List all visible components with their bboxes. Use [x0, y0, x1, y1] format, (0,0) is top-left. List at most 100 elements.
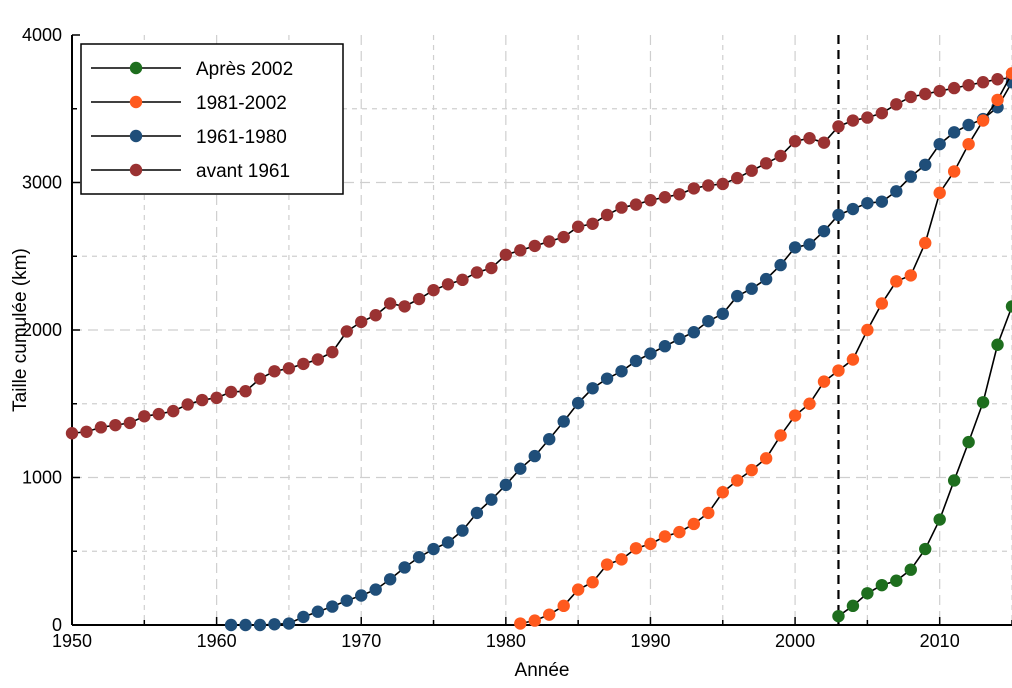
data-point — [528, 614, 541, 627]
data-point — [875, 578, 889, 592]
data-point — [557, 599, 570, 613]
data-point — [514, 462, 527, 475]
data-point — [788, 241, 802, 254]
data-point — [600, 558, 614, 571]
data-point — [65, 427, 79, 440]
data-point — [846, 353, 860, 366]
data-point — [253, 372, 267, 385]
x-tick-label: 1990 — [630, 631, 670, 651]
data-point — [759, 272, 773, 286]
legend-swatch-marker — [129, 163, 143, 177]
data-point — [731, 289, 744, 303]
data-point — [991, 338, 1004, 351]
data-point — [311, 353, 325, 366]
data-point — [832, 208, 845, 222]
data-point — [759, 157, 773, 170]
data-point — [687, 517, 701, 531]
data-point — [745, 282, 758, 295]
data-point — [933, 186, 946, 200]
data-point — [441, 536, 455, 549]
data-point — [890, 275, 903, 288]
data-point — [774, 258, 787, 272]
data-point — [962, 435, 975, 449]
data-point — [427, 542, 440, 556]
data-point — [1005, 67, 1012, 80]
x-tick-label: 2010 — [920, 631, 960, 651]
data-point — [962, 118, 975, 132]
data-point — [716, 486, 729, 499]
data-point — [485, 493, 498, 506]
data-point — [253, 618, 267, 632]
data-point — [832, 609, 845, 623]
y-tick-label: 1000 — [22, 468, 62, 488]
y-tick-label: 3000 — [22, 173, 62, 193]
data-point — [731, 474, 744, 487]
x-tick-label: 1970 — [341, 631, 381, 651]
data-point — [268, 365, 281, 378]
data-point — [890, 185, 903, 198]
legend-swatch-marker — [129, 61, 143, 75]
data-point — [80, 425, 93, 438]
series-apr-s-2002 — [832, 300, 1012, 623]
data-point — [586, 576, 599, 589]
data-point — [138, 410, 151, 423]
data-point — [890, 574, 903, 587]
data-point — [195, 393, 209, 407]
data-point — [947, 474, 961, 487]
data-point — [976, 396, 990, 409]
x-tick-label: 1950 — [52, 631, 92, 651]
y-tick-label: 4000 — [22, 25, 62, 45]
data-point — [904, 563, 917, 576]
grid — [72, 35, 1012, 625]
x-tick-label: 1960 — [197, 631, 237, 651]
data-point — [571, 583, 585, 596]
data-point — [571, 396, 585, 410]
data-point — [543, 235, 556, 248]
data-point — [702, 314, 715, 328]
data-point — [297, 610, 310, 624]
data-point — [702, 506, 715, 520]
data-point — [326, 600, 339, 613]
data-point — [557, 415, 570, 428]
data-point — [933, 84, 946, 98]
data-point — [514, 244, 527, 257]
data-point — [383, 297, 397, 310]
data-point — [557, 230, 570, 244]
data-point — [456, 273, 469, 287]
data-point — [355, 589, 368, 602]
data-point — [803, 238, 816, 251]
legend-box — [80, 43, 344, 195]
data-point — [629, 542, 643, 555]
data-point — [861, 196, 874, 210]
data-point — [586, 217, 599, 230]
data-point — [817, 136, 831, 149]
data-point — [528, 449, 541, 463]
data-point — [933, 513, 946, 526]
data-point — [687, 182, 701, 195]
data-point — [441, 278, 455, 291]
series-1961-1980 — [224, 76, 1012, 632]
data-point — [369, 309, 382, 322]
data-point — [543, 608, 556, 621]
data-point — [832, 120, 845, 133]
data-point — [933, 137, 946, 151]
data-point — [976, 114, 990, 127]
legend-label: 1961-1980 — [196, 127, 287, 148]
data-point — [543, 432, 556, 446]
data-point — [716, 307, 729, 320]
data-point — [629, 198, 643, 211]
legend-swatch-marker — [129, 95, 143, 109]
data-point — [875, 195, 889, 208]
legend-label: Après 2002 — [196, 59, 293, 80]
data-point — [947, 81, 961, 95]
y-tick-label: 2000 — [22, 320, 62, 340]
data-point — [947, 165, 961, 178]
data-point — [745, 463, 758, 477]
data-point — [731, 171, 744, 185]
data-point — [94, 421, 108, 434]
data-point — [702, 179, 715, 192]
data-point — [919, 158, 932, 171]
data-point — [644, 347, 657, 360]
x-tick-label: 2000 — [775, 631, 815, 651]
